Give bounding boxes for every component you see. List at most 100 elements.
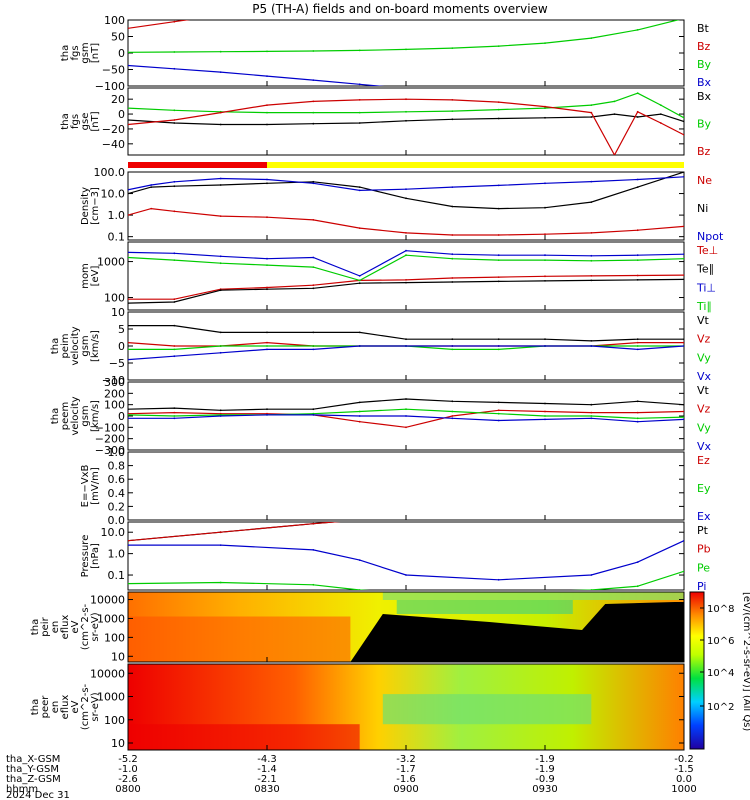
y-tick-label: 1.0: [108, 209, 126, 222]
data-point: [497, 348, 500, 351]
data-point: [497, 345, 500, 347]
data-point: [219, 255, 222, 258]
data-point: [312, 583, 315, 586]
data-point: [497, 45, 500, 47]
data-point: [266, 345, 268, 347]
data-point: [497, 101, 500, 103]
data-point: [636, 254, 639, 257]
data-point: [636, 178, 639, 181]
data-point: [497, 184, 500, 187]
data-point: [636, 229, 639, 232]
data-point: [590, 415, 593, 417]
spectrogram-green-patches: [396, 600, 573, 614]
data-point: [266, 288, 268, 291]
data-point: [590, 500, 592, 502]
colorbar-gradient: [689, 591, 705, 750]
data-point: [128, 107, 129, 109]
data-point: [451, 118, 454, 121]
data-point: [636, 561, 639, 563]
data-point: [498, 506, 500, 508]
y-tick-label: 1000: [97, 612, 125, 625]
data-point: [266, 178, 268, 181]
legend-entry: Ni: [697, 202, 708, 215]
data-point: [590, 104, 593, 106]
x-axis-value: -1.4: [257, 764, 277, 775]
y-axis-label: fgs: [70, 114, 81, 129]
data-point: [683, 539, 684, 542]
legend-entry: Ey: [697, 482, 711, 495]
data-point: [312, 180, 315, 183]
y-axis-label: tha: [50, 408, 61, 424]
data-point: [358, 331, 361, 334]
y-tick-label: 20: [111, 93, 125, 106]
data-point: [312, 522, 315, 525]
data-point: [590, 417, 593, 420]
y-tick-label: 100: [104, 631, 125, 644]
x-axis-value: 0.0: [676, 774, 692, 785]
legend-entry: By: [697, 118, 712, 131]
data-point: [613, 154, 616, 155]
figure-title: P5 (TH-A) fields and on-board moments ov…: [252, 2, 548, 16]
data-point: [150, 207, 153, 210]
data-point: [405, 281, 407, 284]
data-point: [636, 92, 639, 95]
legend-entry: Ti⊥: [696, 281, 716, 294]
y-axis-label: [nT]: [90, 111, 101, 131]
data-point: [312, 287, 315, 290]
data-point: [173, 210, 176, 213]
data-point: [173, 3, 175, 5]
data-point: [266, 75, 268, 77]
data-point: [358, 275, 361, 277]
y-tick-label: −300: [95, 444, 125, 457]
data-point: [544, 345, 546, 347]
data-point: [266, 111, 268, 114]
x-axis-value: -0.9: [535, 774, 555, 785]
series-line-Ni: [128, 172, 684, 210]
data-point: [219, 531, 222, 534]
y-axis-label: en: [50, 621, 61, 634]
data-point: [128, 214, 129, 216]
series-group: [128, 249, 684, 304]
data-point: [128, 324, 129, 327]
y-axis-label: mom: [80, 263, 91, 289]
y-tick-label: −20: [102, 123, 125, 136]
y-tick-label: 10000: [90, 667, 125, 680]
data-point: [358, 49, 361, 52]
y-tick-label: 100: [104, 292, 125, 305]
legend-entry: Ne: [697, 174, 712, 187]
data-point: [451, 186, 454, 189]
data-point: [128, 27, 129, 30]
series-line-By: [128, 20, 681, 53]
colorbar-tick-label: 10^4: [707, 668, 734, 679]
colorbar-tick-label: 10^2: [707, 702, 734, 713]
series-group: [128, 324, 684, 361]
data-point: [497, 409, 500, 412]
y-tick-label: 10: [111, 306, 125, 319]
y-tick-label: 0: [118, 108, 125, 121]
y-tick-label: 10: [111, 737, 125, 750]
data-point: [636, 110, 639, 113]
data-point: [544, 102, 546, 104]
data-point: [405, 110, 407, 113]
data-point: [544, 410, 546, 413]
data-point: [266, 257, 268, 260]
y-axis-label: peir: [40, 616, 51, 636]
data-point: [173, 348, 176, 351]
data-point: [497, 117, 500, 120]
data-point: [358, 111, 361, 114]
data-point: [497, 207, 500, 210]
data-point: [312, 111, 315, 114]
data-point: [683, 134, 684, 136]
series-group: [128, 92, 684, 155]
data-point: [636, 279, 639, 281]
legend-entry: Ez: [697, 454, 710, 467]
data-point: [173, 119, 176, 121]
data-point: [636, 348, 639, 351]
data-point: [358, 122, 361, 124]
data-point: [497, 254, 500, 257]
data-point: [683, 225, 684, 228]
data-point: [497, 401, 500, 404]
data-point: [358, 186, 361, 189]
data-point: [219, 345, 222, 347]
